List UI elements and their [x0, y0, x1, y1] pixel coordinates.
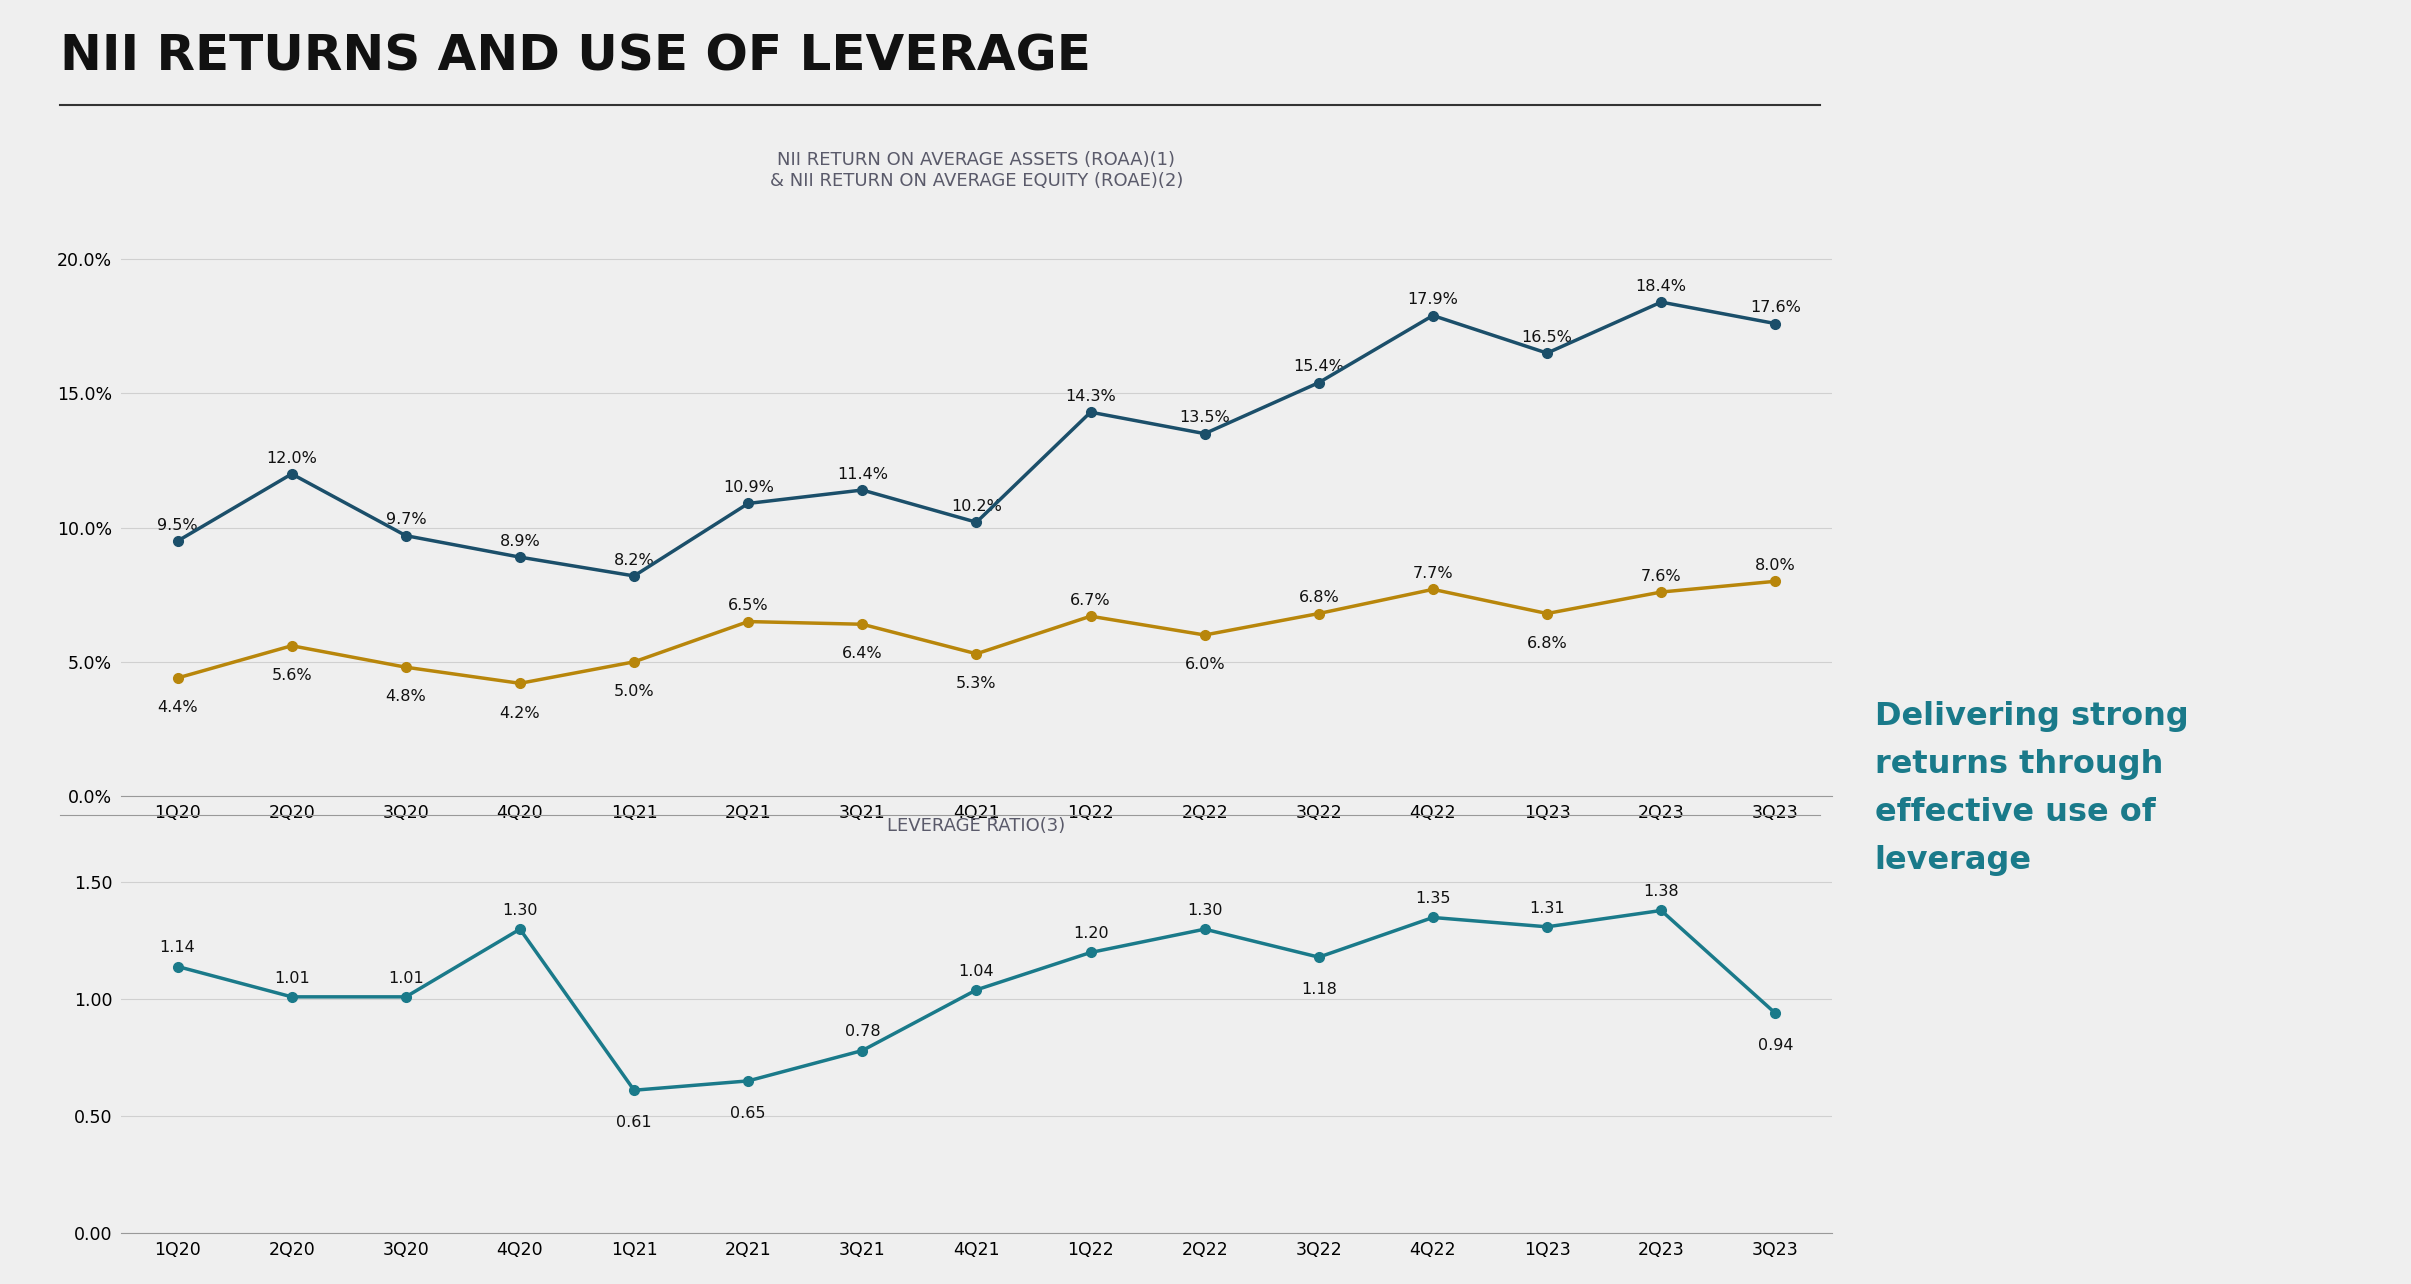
Text: 6.8%: 6.8%	[1526, 636, 1567, 651]
Text: 16.5%: 16.5%	[1521, 330, 1572, 345]
Text: 8.0%: 8.0%	[1755, 559, 1796, 573]
Text: 9.7%: 9.7%	[386, 512, 427, 528]
Text: 4.2%: 4.2%	[499, 705, 540, 720]
Text: 8.9%: 8.9%	[499, 534, 540, 548]
Text: 1.01: 1.01	[275, 971, 309, 986]
Text: 5.6%: 5.6%	[272, 668, 311, 683]
Text: 6.7%: 6.7%	[1070, 593, 1111, 607]
Text: 15.4%: 15.4%	[1292, 360, 1345, 375]
Title: LEVERAGE RATIO(3): LEVERAGE RATIO(3)	[887, 817, 1066, 835]
Text: 6.4%: 6.4%	[841, 646, 882, 661]
Text: NII RETURNS AND USE OF LEVERAGE: NII RETURNS AND USE OF LEVERAGE	[60, 32, 1092, 80]
Text: 14.3%: 14.3%	[1066, 389, 1116, 404]
Title: NII RETURN ON AVERAGE ASSETS (ROAA)(1)
& NII RETURN ON AVERAGE EQUITY (ROAE)(2): NII RETURN ON AVERAGE ASSETS (ROAA)(1) &…	[769, 152, 1184, 190]
Text: 1.31: 1.31	[1529, 900, 1565, 915]
Text: 6.5%: 6.5%	[728, 598, 769, 614]
Text: 6.8%: 6.8%	[1300, 591, 1338, 605]
Text: 4.8%: 4.8%	[386, 690, 427, 705]
Text: 1.18: 1.18	[1302, 982, 1336, 998]
Text: 1.35: 1.35	[1415, 891, 1451, 907]
Text: 17.9%: 17.9%	[1408, 293, 1459, 307]
Text: 4.4%: 4.4%	[157, 700, 198, 715]
Text: 1.01: 1.01	[388, 971, 424, 986]
Text: 1.04: 1.04	[960, 964, 993, 978]
Text: 7.6%: 7.6%	[1642, 569, 1680, 584]
Text: 10.9%: 10.9%	[723, 480, 774, 496]
Text: 9.5%: 9.5%	[157, 517, 198, 533]
Text: 0.94: 0.94	[1758, 1039, 1794, 1053]
Text: 1.14: 1.14	[159, 940, 195, 955]
Text: 0.65: 0.65	[731, 1106, 767, 1121]
Text: 8.2%: 8.2%	[615, 552, 653, 568]
Text: 5.0%: 5.0%	[615, 684, 653, 698]
Text: 12.0%: 12.0%	[265, 451, 318, 466]
Legend: ROAA, ROAE: ROAA, ROAE	[675, 873, 935, 905]
Text: Delivering strong
returns through
effective use of
leverage: Delivering strong returns through effect…	[1876, 701, 2189, 876]
Text: 18.4%: 18.4%	[1635, 279, 1688, 294]
Text: 5.3%: 5.3%	[957, 675, 996, 691]
Text: 0.78: 0.78	[844, 1025, 880, 1040]
Text: 6.0%: 6.0%	[1184, 657, 1225, 673]
Text: 7.7%: 7.7%	[1413, 566, 1454, 582]
Text: 13.5%: 13.5%	[1179, 411, 1230, 425]
Text: 1.30: 1.30	[1186, 903, 1222, 918]
Text: 1.38: 1.38	[1644, 885, 1678, 899]
Text: 10.2%: 10.2%	[950, 499, 1003, 514]
Text: 1.30: 1.30	[501, 903, 538, 918]
Text: 1.20: 1.20	[1073, 926, 1109, 941]
Text: 17.6%: 17.6%	[1750, 300, 1801, 316]
Text: 11.4%: 11.4%	[837, 466, 887, 482]
Text: 0.61: 0.61	[617, 1116, 651, 1130]
